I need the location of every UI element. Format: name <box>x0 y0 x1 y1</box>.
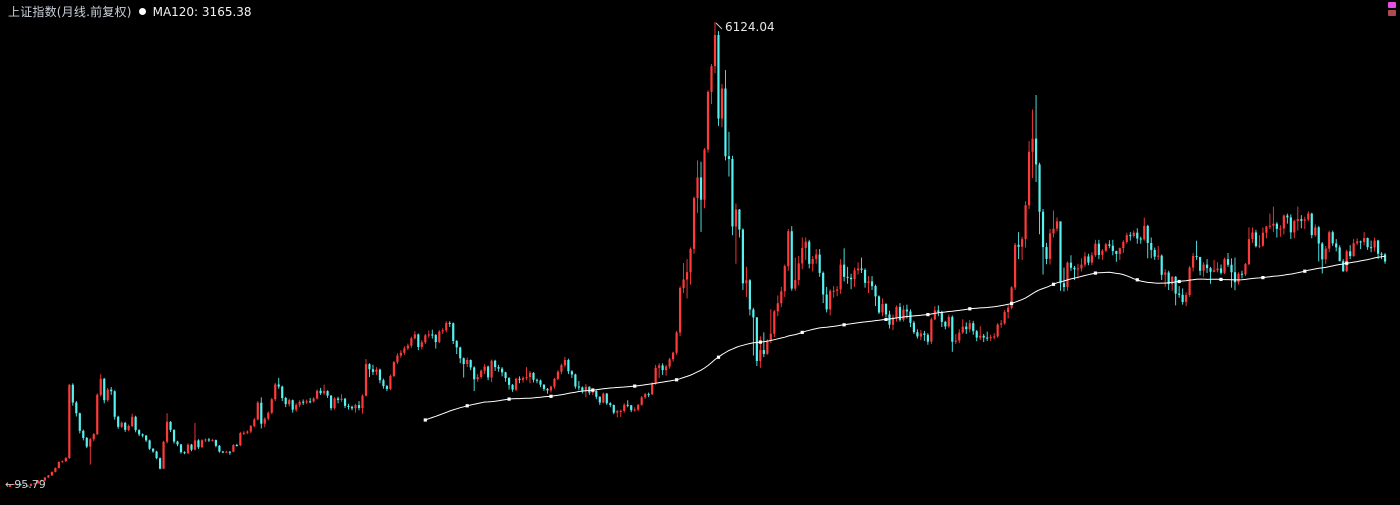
first-low-annotation: ←95.79 <box>5 478 46 491</box>
magenta-marker-icon[interactable] <box>1388 2 1396 8</box>
chart-header: 上证指数(月线.前复权) MA120: 3165.38 <box>8 3 252 20</box>
ma-legend-dot-icon <box>138 8 146 15</box>
corner-icons <box>1388 2 1396 16</box>
maroon-marker-icon[interactable] <box>1388 10 1396 16</box>
peak-price-annotation: 6124.04 <box>724 20 775 34</box>
chart-title[interactable]: 上证指数(月线.前复权) <box>8 5 132 19</box>
ma120-value-label[interactable]: MA120: 3165.38 <box>152 4 252 19</box>
